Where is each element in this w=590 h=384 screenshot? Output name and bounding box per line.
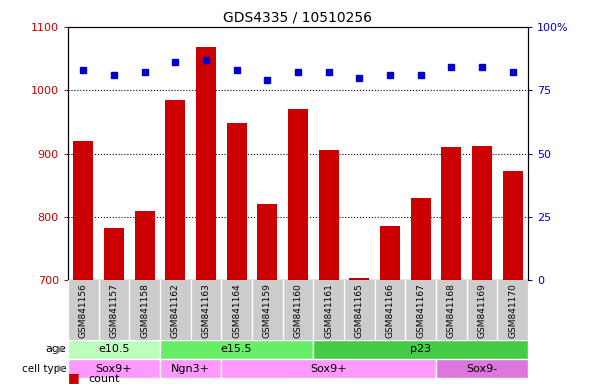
Text: Sox9+: Sox9+ bbox=[310, 364, 347, 374]
Bar bbox=[221, 359, 436, 378]
Text: e15.5: e15.5 bbox=[221, 344, 253, 354]
Bar bbox=[503, 171, 523, 280]
Text: GSM841165: GSM841165 bbox=[355, 283, 364, 338]
Text: GSM841156: GSM841156 bbox=[78, 283, 88, 338]
Bar bbox=[165, 100, 185, 280]
Text: GSM841157: GSM841157 bbox=[109, 283, 119, 338]
Text: GSM841162: GSM841162 bbox=[171, 283, 180, 338]
Text: p23: p23 bbox=[410, 344, 431, 354]
Bar bbox=[257, 204, 277, 280]
Bar bbox=[436, 359, 528, 378]
Bar bbox=[196, 47, 216, 280]
Text: GSM841163: GSM841163 bbox=[201, 283, 211, 338]
Bar bbox=[160, 340, 313, 359]
Text: ■: ■ bbox=[68, 371, 80, 384]
Text: GSM841161: GSM841161 bbox=[324, 283, 333, 338]
Text: GSM841158: GSM841158 bbox=[140, 283, 149, 338]
Bar bbox=[160, 359, 221, 378]
Text: GSM841169: GSM841169 bbox=[477, 283, 487, 338]
Bar bbox=[68, 359, 160, 378]
Text: GSM841170: GSM841170 bbox=[508, 283, 517, 338]
Bar bbox=[349, 278, 369, 280]
Text: GSM841166: GSM841166 bbox=[385, 283, 395, 338]
Text: GSM841164: GSM841164 bbox=[232, 283, 241, 338]
Text: e10.5: e10.5 bbox=[98, 344, 130, 354]
Bar bbox=[411, 198, 431, 280]
Text: GSM841160: GSM841160 bbox=[293, 283, 303, 338]
Bar bbox=[313, 340, 528, 359]
Bar bbox=[319, 151, 339, 280]
Text: Sox9-: Sox9- bbox=[467, 364, 497, 374]
Text: count: count bbox=[88, 374, 120, 384]
Text: GSM841159: GSM841159 bbox=[263, 283, 272, 338]
Bar bbox=[68, 340, 160, 359]
Bar bbox=[227, 123, 247, 280]
Title: GDS4335 / 10510256: GDS4335 / 10510256 bbox=[224, 10, 372, 24]
Bar bbox=[104, 228, 124, 280]
Bar bbox=[441, 147, 461, 280]
Text: age: age bbox=[45, 344, 66, 354]
Bar bbox=[380, 227, 400, 280]
Bar bbox=[472, 146, 492, 280]
Text: Sox9+: Sox9+ bbox=[96, 364, 132, 374]
Bar bbox=[288, 109, 308, 280]
Text: GSM841168: GSM841168 bbox=[447, 283, 456, 338]
Bar bbox=[135, 210, 155, 280]
Text: cell type: cell type bbox=[22, 364, 66, 374]
Text: GSM841167: GSM841167 bbox=[416, 283, 425, 338]
Text: Ngn3+: Ngn3+ bbox=[171, 364, 210, 374]
Bar bbox=[73, 141, 93, 280]
